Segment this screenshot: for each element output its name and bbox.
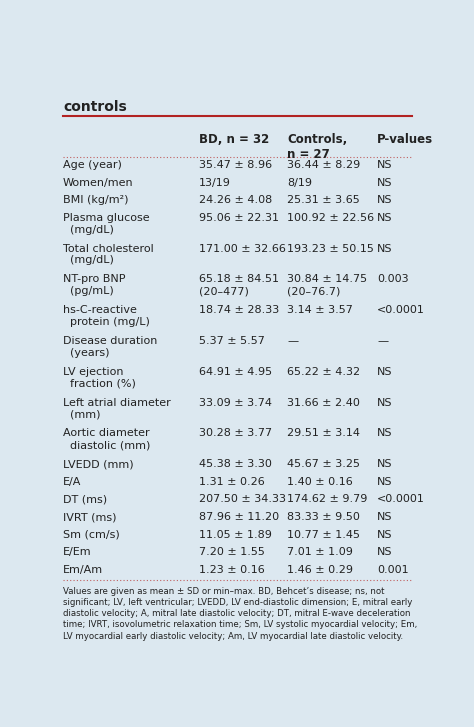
Text: <0.0001: <0.0001	[377, 494, 425, 505]
Text: NS: NS	[377, 213, 392, 223]
Text: 100.92 ± 22.56: 100.92 ± 22.56	[287, 213, 374, 223]
Text: E/A: E/A	[63, 477, 82, 487]
Text: 1.40 ± 0.16: 1.40 ± 0.16	[287, 477, 353, 487]
Text: 11.05 ± 1.89: 11.05 ± 1.89	[199, 530, 272, 539]
Text: P-values: P-values	[377, 133, 433, 146]
Text: 25.31 ± 3.65: 25.31 ± 3.65	[287, 196, 360, 205]
Text: 3.14 ± 3.57: 3.14 ± 3.57	[287, 305, 353, 316]
Text: NS: NS	[377, 512, 392, 522]
Text: NS: NS	[377, 398, 392, 408]
Text: NT-pro BNP
  (pg/mL): NT-pro BNP (pg/mL)	[63, 275, 126, 296]
Text: 1.31 ± 0.26: 1.31 ± 0.26	[199, 477, 264, 487]
Text: Plasma glucose
  (mg/dL): Plasma glucose (mg/dL)	[63, 213, 150, 235]
Text: NS: NS	[377, 160, 392, 170]
Text: NS: NS	[377, 530, 392, 539]
Text: 7.20 ± 1.55: 7.20 ± 1.55	[199, 547, 264, 558]
Text: NS: NS	[377, 428, 392, 438]
Text: Total cholesterol
  (mg/dL): Total cholesterol (mg/dL)	[63, 244, 154, 265]
Text: Controls,
n = 27: Controls, n = 27	[287, 133, 347, 161]
Text: 174.62 ± 9.79: 174.62 ± 9.79	[287, 494, 367, 505]
Text: 0.001: 0.001	[377, 565, 409, 575]
Text: BMI (kg/m²): BMI (kg/m²)	[63, 196, 128, 205]
Text: 1.46 ± 0.29: 1.46 ± 0.29	[287, 565, 353, 575]
Text: 30.84 ± 14.75
(20–76.7): 30.84 ± 14.75 (20–76.7)	[287, 275, 367, 296]
Text: Age (year): Age (year)	[63, 160, 122, 170]
Text: IVRT (ms): IVRT (ms)	[63, 512, 117, 522]
Text: 171.00 ± 32.66: 171.00 ± 32.66	[199, 244, 286, 254]
Text: 35.47 ± 8.96: 35.47 ± 8.96	[199, 160, 272, 170]
Text: 13/19: 13/19	[199, 177, 231, 188]
Text: Values are given as mean ± SD or min–max. BD, Behcet’s disease; ns, not
signific: Values are given as mean ± SD or min–max…	[63, 587, 417, 640]
Text: 193.23 ± 50.15: 193.23 ± 50.15	[287, 244, 374, 254]
Text: Em/Am: Em/Am	[63, 565, 103, 575]
Text: NS: NS	[377, 244, 392, 254]
Text: 8/19: 8/19	[287, 177, 312, 188]
Text: 95.06 ± 22.31: 95.06 ± 22.31	[199, 213, 279, 223]
Text: controls: controls	[63, 100, 127, 114]
Text: —: —	[377, 336, 388, 346]
Text: NS: NS	[377, 547, 392, 558]
Text: NS: NS	[377, 367, 392, 377]
Text: Disease duration
  (years): Disease duration (years)	[63, 336, 157, 358]
Text: 29.51 ± 3.14: 29.51 ± 3.14	[287, 428, 360, 438]
Text: LVEDD (mm): LVEDD (mm)	[63, 459, 134, 469]
Text: —: —	[287, 336, 298, 346]
Text: hs-C-reactive
  protein (mg/L): hs-C-reactive protein (mg/L)	[63, 305, 150, 327]
Text: DT (ms): DT (ms)	[63, 494, 107, 505]
Text: 31.66 ± 2.40: 31.66 ± 2.40	[287, 398, 360, 408]
Text: 207.50 ± 34.33: 207.50 ± 34.33	[199, 494, 286, 505]
Text: 33.09 ± 3.74: 33.09 ± 3.74	[199, 398, 272, 408]
Text: 83.33 ± 9.50: 83.33 ± 9.50	[287, 512, 360, 522]
Text: Aortic diameter
  diastolic (mm): Aortic diameter diastolic (mm)	[63, 428, 150, 450]
Text: 7.01 ± 1.09: 7.01 ± 1.09	[287, 547, 353, 558]
Text: 45.67 ± 3.25: 45.67 ± 3.25	[287, 459, 360, 469]
Text: LV ejection
  fraction (%): LV ejection fraction (%)	[63, 367, 136, 388]
Text: Sm (cm/s): Sm (cm/s)	[63, 530, 119, 539]
Text: <0.0001: <0.0001	[377, 305, 425, 316]
Text: 0.003: 0.003	[377, 275, 409, 284]
Text: 10.77 ± 1.45: 10.77 ± 1.45	[287, 530, 360, 539]
Text: 65.18 ± 84.51
(20–477): 65.18 ± 84.51 (20–477)	[199, 275, 279, 296]
Text: Left atrial diameter
  (mm): Left atrial diameter (mm)	[63, 398, 171, 419]
Text: 30.28 ± 3.77: 30.28 ± 3.77	[199, 428, 272, 438]
Text: BD, n = 32: BD, n = 32	[199, 133, 269, 146]
Text: NS: NS	[377, 196, 392, 205]
Text: NS: NS	[377, 459, 392, 469]
Text: E/Em: E/Em	[63, 547, 91, 558]
Text: Women/men: Women/men	[63, 177, 134, 188]
Text: 1.23 ± 0.16: 1.23 ± 0.16	[199, 565, 264, 575]
Text: 18.74 ± 28.33: 18.74 ± 28.33	[199, 305, 279, 316]
Text: NS: NS	[377, 177, 392, 188]
Text: 24.26 ± 4.08: 24.26 ± 4.08	[199, 196, 272, 205]
Text: 36.44 ± 8.29: 36.44 ± 8.29	[287, 160, 360, 170]
Text: 65.22 ± 4.32: 65.22 ± 4.32	[287, 367, 360, 377]
Text: NS: NS	[377, 477, 392, 487]
Text: 64.91 ± 4.95: 64.91 ± 4.95	[199, 367, 272, 377]
Text: 5.37 ± 5.57: 5.37 ± 5.57	[199, 336, 264, 346]
Text: 45.38 ± 3.30: 45.38 ± 3.30	[199, 459, 272, 469]
Text: 87.96 ± 11.20: 87.96 ± 11.20	[199, 512, 279, 522]
